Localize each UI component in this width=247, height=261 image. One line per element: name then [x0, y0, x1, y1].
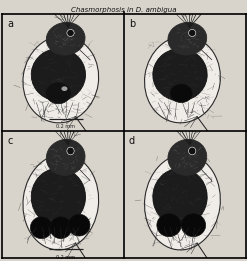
Ellipse shape: [157, 213, 181, 237]
Ellipse shape: [168, 139, 207, 175]
Ellipse shape: [181, 213, 206, 237]
Ellipse shape: [23, 36, 99, 123]
Text: Chasmorphosis in D. ambigua: Chasmorphosis in D. ambigua: [71, 7, 176, 13]
Ellipse shape: [188, 147, 196, 155]
Ellipse shape: [168, 22, 207, 55]
Ellipse shape: [62, 86, 67, 91]
Ellipse shape: [67, 147, 74, 155]
Ellipse shape: [31, 49, 85, 101]
Ellipse shape: [153, 49, 207, 101]
Text: d: d: [129, 136, 135, 146]
Ellipse shape: [46, 83, 71, 104]
Text: a: a: [7, 19, 13, 29]
Text: c: c: [7, 136, 13, 146]
Ellipse shape: [31, 168, 85, 226]
Ellipse shape: [188, 29, 196, 37]
Ellipse shape: [68, 214, 90, 236]
Ellipse shape: [46, 139, 85, 175]
Text: 0.2 mm: 0.2 mm: [56, 123, 75, 128]
Ellipse shape: [153, 168, 207, 226]
Ellipse shape: [170, 84, 192, 103]
Text: b: b: [129, 19, 135, 29]
Ellipse shape: [144, 36, 220, 123]
Text: 0.2 mm: 0.2 mm: [56, 254, 75, 259]
Ellipse shape: [46, 22, 85, 55]
Ellipse shape: [30, 217, 52, 239]
Ellipse shape: [67, 29, 74, 37]
Ellipse shape: [50, 217, 72, 239]
Ellipse shape: [144, 154, 220, 250]
Ellipse shape: [23, 154, 99, 250]
